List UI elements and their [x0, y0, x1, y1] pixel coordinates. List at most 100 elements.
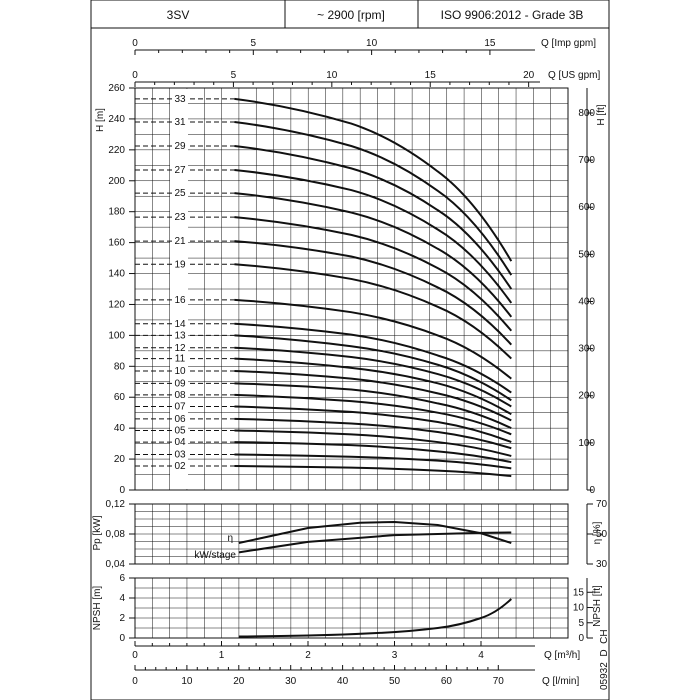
lmin-axis-label: Q [l/min]	[542, 676, 579, 687]
lmin-tick-label: 10	[181, 676, 193, 687]
eff-tick-label: 70	[596, 499, 608, 510]
npsh-ft-tick-label: 5	[578, 618, 584, 629]
h-ft-tick-label: 300	[578, 344, 595, 355]
stage-label-27: 27	[174, 165, 186, 176]
header-model: 3SV	[167, 8, 190, 22]
h-m-axis-label: H [m]	[95, 108, 106, 132]
curve-31	[234, 121, 513, 276]
h-m-tick-label: 120	[108, 299, 125, 310]
curve-10	[234, 369, 512, 422]
eff-tick-label: 30	[596, 559, 608, 570]
stage-label-03: 03	[174, 449, 186, 460]
h-ft-tick-label: 500	[578, 249, 595, 260]
stage-label-14: 14	[174, 319, 186, 330]
npsh-m-tick-label: 0	[119, 633, 125, 644]
kw-tick-label: 0,08	[106, 529, 126, 540]
chart-frame	[90, 27, 610, 700]
h-m-tick-label: 200	[108, 176, 125, 187]
curve-04	[234, 441, 512, 464]
stage-label-29: 29	[174, 141, 186, 152]
stage-label-21: 21	[174, 236, 186, 247]
npsh-m-tick-label: 6	[119, 573, 125, 584]
stage-label-05: 05	[174, 425, 186, 436]
h-m-tick-label: 240	[108, 114, 125, 125]
lmin-tick-label: 20	[233, 676, 245, 687]
curve-05	[234, 429, 512, 457]
stage-label-08: 08	[174, 390, 186, 401]
m3h-tick-label: 1	[219, 650, 225, 661]
curve-25	[234, 192, 513, 318]
stage-label-12: 12	[174, 343, 186, 354]
h-ft-tick-label: 0	[589, 485, 595, 496]
stage-label-25: 25	[174, 188, 186, 199]
npsh-m-tick-label: 2	[119, 613, 125, 624]
npsh-ft-tick-label: 0	[578, 633, 584, 644]
stage-label-11: 11	[175, 354, 186, 365]
us-gpm-axis-label: Q [US gpm]	[548, 70, 600, 81]
curve-13	[234, 334, 512, 402]
stage-label-07: 07	[174, 402, 186, 413]
us-gpm-tick-label: 10	[326, 70, 338, 81]
efficiency-label: η	[227, 533, 233, 544]
m3h-tick-label: 4	[478, 650, 484, 661]
eff-tick-label: 50	[596, 529, 608, 540]
curve-19	[234, 263, 512, 360]
curve-11	[234, 357, 512, 416]
h-m-tick-label: 180	[108, 207, 125, 218]
h-ft-axis-label: H [ft]	[596, 104, 607, 125]
npsh-m-tick-label: 4	[119, 593, 125, 604]
power-label: kW/stage	[194, 550, 236, 561]
curve-14	[234, 322, 512, 394]
plot-area: 0 5 10 15 Q [Imp gpm]0 5 10 15 20 Q [US gpm]02040…	[92, 38, 608, 687]
lmin-tick-label: 50	[389, 676, 401, 687]
curve-02	[234, 465, 512, 478]
h-m-tick-label: 0	[119, 485, 125, 496]
stage-label-09: 09	[174, 378, 186, 389]
curve-09	[234, 382, 512, 430]
curve-27	[234, 168, 513, 304]
npsh-ft-tick-label: 10	[573, 603, 585, 614]
h-m-tick-label: 160	[108, 238, 125, 249]
stage-label-13: 13	[174, 330, 186, 341]
h-m-tick-label: 60	[114, 392, 126, 403]
h-ft-tick-label: 200	[578, 391, 595, 402]
us-gpm-tick-label: 0	[132, 70, 138, 81]
us-gpm-tick-label: 5	[231, 70, 237, 81]
curve-12	[234, 346, 512, 408]
m3h-tick-label: 3	[392, 650, 398, 661]
curve-23	[234, 216, 513, 332]
m3h-tick-label: 0	[132, 650, 138, 661]
header-speed: ~ 2900 [rpm]	[317, 8, 385, 22]
curve-npsh	[238, 598, 512, 638]
stage-label-19: 19	[174, 259, 186, 270]
kw-tick-label: 0,12	[106, 499, 126, 510]
footer-code: 05932_D_CH	[599, 629, 610, 690]
curve-33	[234, 97, 513, 262]
h-ft-tick-label: 600	[578, 202, 595, 213]
lmin-tick-label: 60	[441, 676, 453, 687]
curve-power	[238, 531, 512, 554]
npsh-ft-axis-label: NPSH [ft]	[592, 585, 603, 627]
us-gpm-tick-label: 20	[523, 70, 535, 81]
imp-gpm-tick-label: 5	[251, 38, 257, 49]
h-ft-tick-label: 100	[578, 438, 595, 449]
h-ft-tick-label: 700	[578, 155, 595, 166]
eff-axis-label: η [%]	[592, 521, 603, 544]
h-ft-tick-label: 400	[578, 296, 595, 307]
stage-label-16: 16	[174, 295, 186, 306]
header-standard: ISO 9906:2012 - Grade 3B	[441, 8, 584, 22]
curve-16	[234, 298, 512, 380]
h-m-tick-label: 20	[114, 454, 126, 465]
chart-header: 3SV ~ 2900 [rpm] ISO 9906:2012 - Grade 3…	[90, 0, 610, 29]
curve-06	[234, 417, 512, 450]
stage-label-33: 33	[174, 94, 186, 105]
stage-label-02: 02	[174, 461, 186, 472]
curve-08	[234, 393, 512, 436]
imp-gpm-axis-label: Q [Imp gpm]	[541, 38, 596, 49]
stage-label-06: 06	[174, 414, 186, 425]
lmin-tick-label: 70	[493, 676, 505, 687]
lmin-tick-label: 0	[132, 676, 138, 687]
stage-label-10: 10	[174, 366, 186, 377]
h-ft-tick-label: 800	[578, 108, 595, 119]
